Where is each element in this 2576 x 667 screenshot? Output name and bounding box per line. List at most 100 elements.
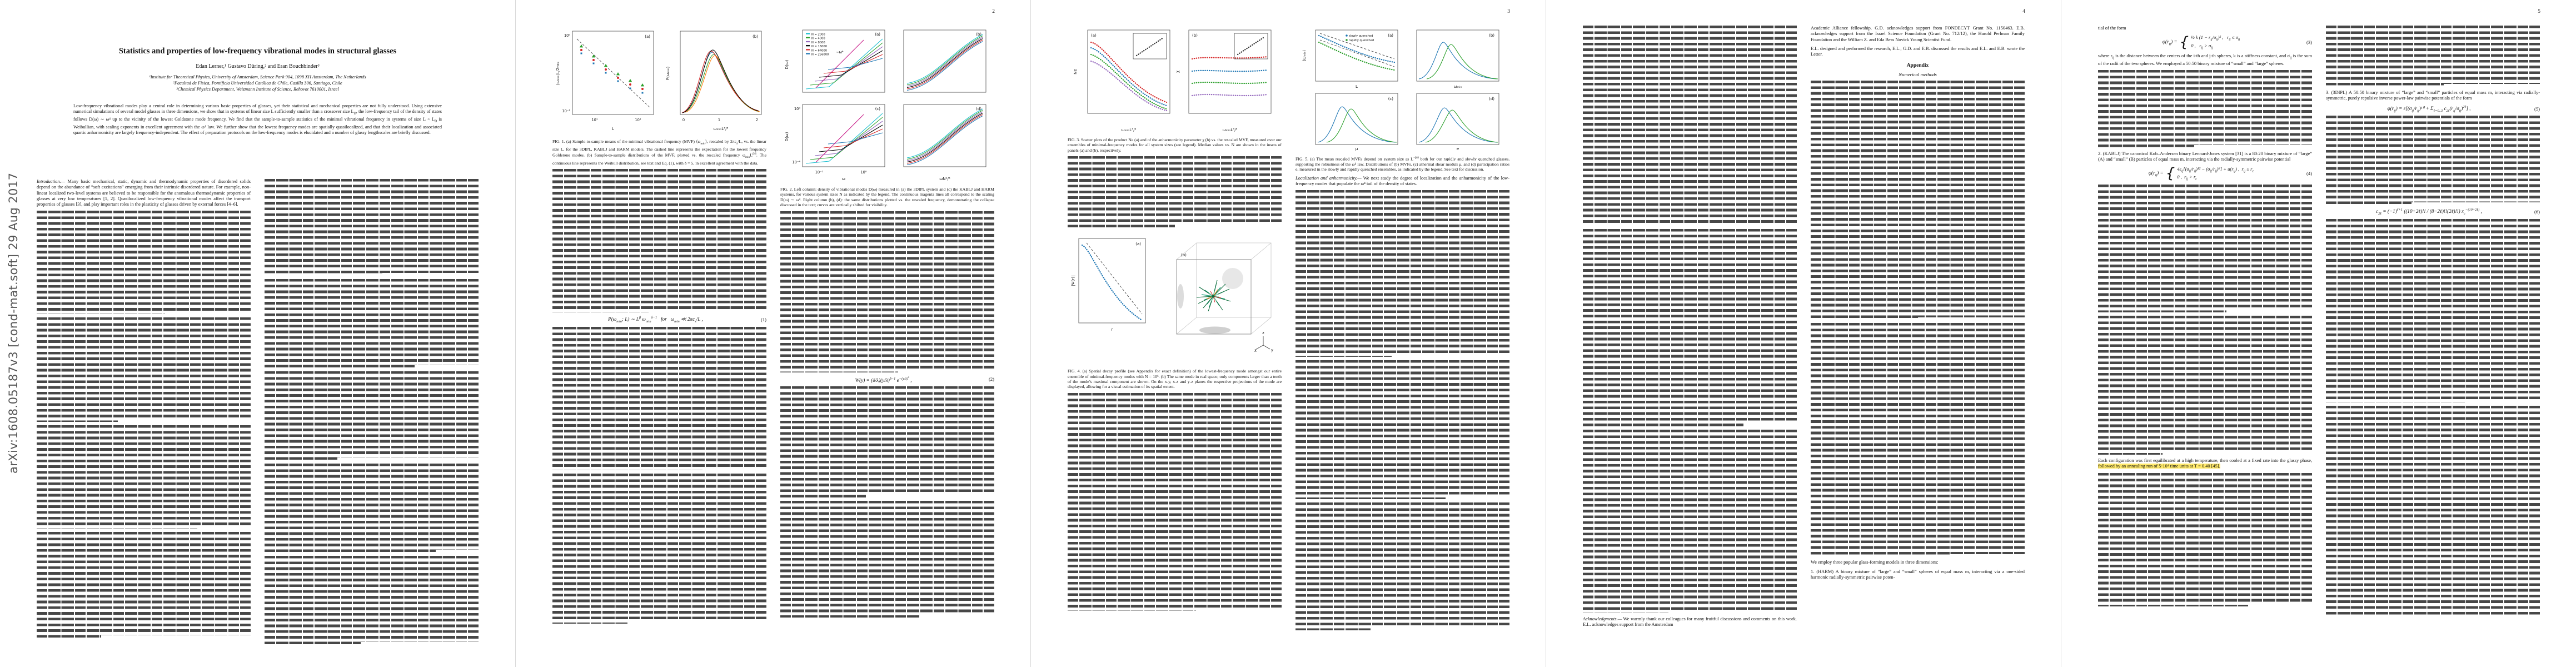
text-paragraph-greeked bbox=[780, 500, 994, 618]
text-paragraph-greeked bbox=[1583, 430, 1797, 613]
fig5-xlabel-a: L bbox=[1356, 84, 1358, 89]
equation-3-case-2: 0 , rij > σij bbox=[2191, 43, 2213, 50]
text-paragraph-greeked bbox=[265, 279, 479, 368]
text-paragraph-greeked bbox=[37, 532, 251, 638]
text-paragraph-greeked bbox=[265, 464, 479, 552]
fig5-xlabel-b: ωₘᵢₙ bbox=[1454, 84, 1462, 89]
text-paragraph-greeked bbox=[1583, 229, 1797, 426]
model-item-1: 1. (HARM) A binary mixture of “large” an… bbox=[1811, 569, 2025, 580]
fig1-series-red bbox=[580, 49, 644, 90]
page4-left-column: Acknowledgments.— We warmly thank our co… bbox=[1583, 26, 1797, 645]
fig1-ytick: 10⁻¹ bbox=[562, 109, 570, 113]
author-line: Edan Lerner,¹ Gustavo Düring,² and Eran … bbox=[196, 63, 320, 69]
equation-4-lhs: φ(rij) = bbox=[2148, 170, 2164, 177]
svg-text:N = 2000: N = 2000 bbox=[811, 33, 825, 37]
fig4-visualization: (a) r |Ψ(r)| (b) bbox=[1068, 231, 1282, 366]
fig4-3d-box bbox=[1176, 242, 1272, 335]
page2-left-column: 10⁰ 10⁻¹ 10¹ 10² L ⟨ωₘᵢₙ⟩L/2πcₛ (a) 0 1 … bbox=[552, 26, 766, 645]
page1-left-column: Introduction.— Many basic mechanical, st… bbox=[37, 179, 251, 645]
fig1-plot: 10⁰ 10⁻¹ 10¹ 10² L ⟨ωₘᵢₙ⟩L/2πcₛ (a) 0 1 … bbox=[552, 26, 766, 136]
arxiv-watermark: arXiv:1608.05187v3 [cond-mat.soft] 29 Au… bbox=[7, 172, 20, 474]
equation-5-number: (5) bbox=[2534, 106, 2540, 112]
fig2-ylabel-top: D(ω) bbox=[784, 59, 789, 69]
text-paragraph-greeked bbox=[2098, 70, 2312, 148]
fig3-panel-tag-b: (b) bbox=[1192, 33, 1198, 38]
page2-right-column: N = 2000 N = 4000 N = 8000 N = 16000 N =… bbox=[780, 26, 994, 645]
fig1-xtick: 10¹ bbox=[591, 118, 597, 122]
equation-6-body: c2ℓ = (−1)ℓ+1 ((10+2ℓ)!! / (8−2ℓ)!!(2ℓ)!… bbox=[2376, 208, 2482, 216]
fig3-ylabel-b: χ bbox=[1175, 71, 1180, 73]
fig5-panel-tag-d: (d) bbox=[1489, 97, 1494, 101]
text-paragraph-greeked bbox=[1068, 156, 1282, 228]
affiliation-3: ³Chemical Physics Department, Weizmann I… bbox=[176, 87, 339, 92]
page-5: 5 tial of the form φ(rij) = { ½ k (1 − r… bbox=[2061, 0, 2576, 667]
equation-4-case-1: 4εij[(σij/rij)¹² − (σij/rij)⁶] + u(rij) … bbox=[2177, 166, 2254, 173]
equation-3: φ(rij) = { ½ k (1 − rij/σij)² , rij ≤ σi… bbox=[2098, 34, 2312, 49]
page1-right-column bbox=[265, 179, 479, 645]
text-paragraph-greeked bbox=[1296, 502, 1509, 631]
svg-text:x: x bbox=[1254, 349, 1257, 353]
page4-right-column: Academic Alliance fellowship. G.D. ackno… bbox=[1811, 26, 2025, 645]
page5-left-column: tial of the form φ(rij) = { ½ k (1 − rij… bbox=[2098, 26, 2312, 645]
models-intro: We employ three popular glass-forming mo… bbox=[1811, 560, 1939, 565]
equation-4: φ(rij) = { 4εij[(σij/rij)¹² − (σij/rij)⁶… bbox=[2098, 166, 2312, 181]
fig1-xtick: 10² bbox=[635, 118, 641, 122]
fig2-legend: N = 2000 N = 4000 N = 8000 N = 16000 N =… bbox=[806, 33, 829, 57]
svg-text:N = 8000: N = 8000 bbox=[811, 41, 825, 44]
numerical-methods-heading: Numerical methods bbox=[1899, 72, 1937, 78]
fig4-xlabel-a: r bbox=[1112, 327, 1113, 332]
text-paragraph-greeked bbox=[1811, 323, 2025, 557]
annealing-note-lead: Each configuration was first equilibrate… bbox=[2098, 458, 2312, 464]
fig2-xlabel-right: ωN¹/⁵ bbox=[939, 176, 950, 181]
fig4-panel-tag-b: (b) bbox=[1181, 253, 1187, 257]
fig5-legend-entry: rapidly quenched bbox=[1349, 39, 1374, 42]
model-item-3: 3. (3DIPL) A 50:50 binary mixture of “la… bbox=[2326, 90, 2540, 101]
equation-1-number: (1) bbox=[760, 317, 766, 323]
fig5-panel-tag-a: (a) bbox=[1388, 33, 1393, 38]
fig5-caption: FIG. 5. (a) The mean rescaled MVFs depen… bbox=[1296, 156, 1509, 172]
fig1-xlabel-a: L bbox=[612, 126, 614, 131]
fig2-panel-a-series bbox=[805, 38, 883, 89]
acknowledgments-continued: Academic Alliance fellowship. G.D. ackno… bbox=[1811, 26, 2025, 42]
equation-1: P(ωmin; L) ∼ Lβ ωminδ−1 for ωmin ≪ 2πcs/… bbox=[552, 316, 766, 323]
equation-2-body: W(y) = (δ/λ)(y/λ)δ−1 e−(y/λ)δ , bbox=[855, 375, 912, 383]
fig2-panel-c-series bbox=[805, 113, 883, 164]
page-number: 5 bbox=[2538, 9, 2540, 14]
fig3-xlabel-b: ωₘᵢₙL³/⁵ bbox=[1223, 127, 1238, 132]
fig4-axes-triad: x y z bbox=[1254, 331, 1273, 353]
paper-title: Statistics and properties of low-frequen… bbox=[118, 47, 397, 56]
page-1: arXiv:1608.05187v3 [cond-mat.soft] 29 Au… bbox=[0, 0, 515, 667]
fig4-panel-tag-a: (a) bbox=[1135, 242, 1141, 246]
fig5-panel-tag-b: (b) bbox=[1489, 33, 1494, 38]
cases-brace: { bbox=[2179, 34, 2189, 51]
fig5-ylabel-a: ⟨ωₘᵢₙ⟩ bbox=[1302, 50, 1307, 61]
fig5-plot: slowly quenched rapidly quenched (a) (b)… bbox=[1296, 26, 1509, 152]
fig2-panel-b-series bbox=[906, 34, 983, 91]
text-paragraph-greeked bbox=[780, 211, 994, 372]
text-paragraph-greeked bbox=[37, 425, 251, 529]
fig2-xtick: 10⁻¹ bbox=[815, 170, 824, 175]
fig2-ylabel-bottom: D(ω) bbox=[784, 132, 789, 141]
equation-1-body: P(ωmin; L) ∼ Lβ ωminδ−1 for ωmin ≪ 2πcs/… bbox=[608, 316, 703, 324]
text-paragraph-greeked bbox=[1296, 190, 1509, 357]
svg-text:z: z bbox=[1262, 331, 1264, 335]
after-eq3-paragraph: where rij is the distance between the ce… bbox=[2098, 53, 2312, 66]
fig3-xlabel-a: ωₘᵢₙL³/⁵ bbox=[1122, 127, 1137, 132]
text-paragraph-greeked bbox=[2098, 185, 2312, 313]
affiliation-1: ¹Institute for Theoretical Physics, Univ… bbox=[149, 74, 366, 79]
fig1-xtick: 1 bbox=[718, 118, 720, 122]
text-paragraph-greeked bbox=[552, 327, 766, 471]
fig2-panel-tag-d: (d) bbox=[976, 107, 981, 111]
equation-2-number: (2) bbox=[988, 376, 994, 382]
equation-2: W(y) = (δ/λ)(y/λ)δ−1 e−(y/λ)δ , (2) bbox=[780, 376, 994, 383]
fig1-panel-tag-b: (b) bbox=[753, 34, 758, 39]
fig1-panel-tag-a: (a) bbox=[645, 34, 650, 39]
fig1-xtick: 0 bbox=[682, 118, 685, 122]
fig5-panel-tag-c: (c) bbox=[1388, 97, 1394, 101]
text-paragraph-greeked bbox=[2326, 26, 2540, 87]
continued-line: tial of the form bbox=[2098, 26, 2126, 31]
model-item-2: 2. (KABLJ) The canonical Kob–Andersen bi… bbox=[2098, 151, 2312, 162]
equation-4-case-2: 0 , rij > rc bbox=[2177, 174, 2197, 182]
highlighted-text: followed by an annealing run of 5·10⁴ ti… bbox=[2098, 464, 2220, 469]
svg-text:N = 64000: N = 64000 bbox=[811, 49, 827, 52]
